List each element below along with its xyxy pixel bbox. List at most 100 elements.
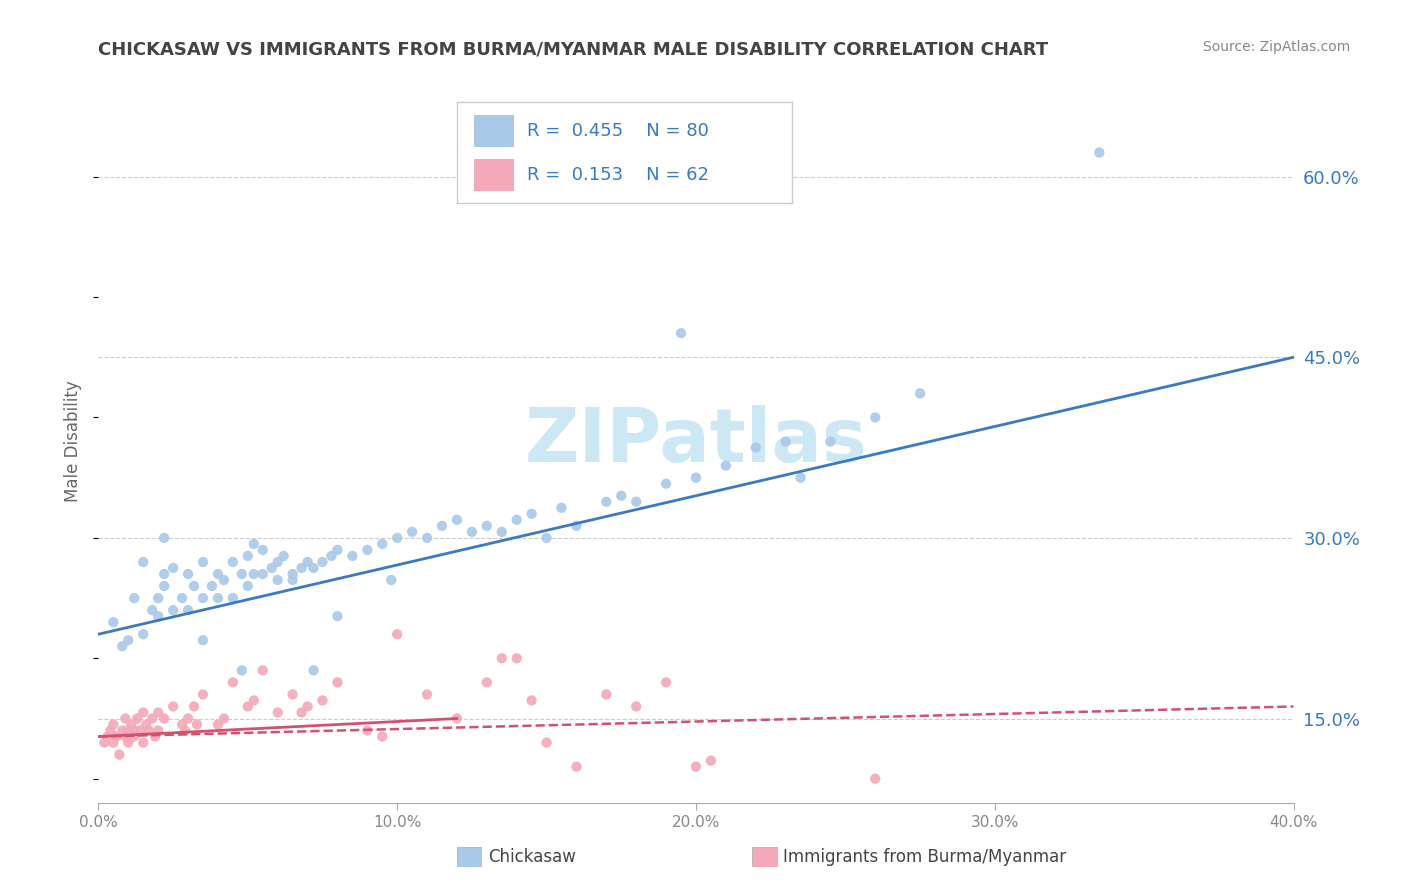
Point xyxy=(252,542,274,557)
Point xyxy=(103,717,125,731)
Point xyxy=(491,651,513,665)
Point xyxy=(222,675,245,690)
Point xyxy=(212,712,235,726)
Point xyxy=(1088,145,1111,160)
Point xyxy=(356,723,378,738)
Point xyxy=(506,513,529,527)
Point xyxy=(191,687,214,701)
Point xyxy=(177,603,200,617)
Point xyxy=(655,675,678,690)
Point xyxy=(267,573,290,587)
Text: R =  0.455    N = 80: R = 0.455 N = 80 xyxy=(527,122,709,140)
Point xyxy=(191,555,214,569)
Point xyxy=(207,591,229,605)
Point xyxy=(297,555,319,569)
Point xyxy=(385,627,409,641)
Point xyxy=(148,706,170,720)
Point xyxy=(207,717,229,731)
Point xyxy=(143,730,166,744)
Point xyxy=(222,591,245,605)
Point xyxy=(371,730,394,744)
Point xyxy=(114,730,136,744)
Point xyxy=(201,579,224,593)
Point xyxy=(207,567,229,582)
Point xyxy=(789,471,811,485)
Point xyxy=(321,549,343,563)
Text: Source: ZipAtlas.com: Source: ZipAtlas.com xyxy=(1202,40,1350,54)
Point xyxy=(148,723,170,738)
Point xyxy=(520,693,543,707)
Point xyxy=(267,555,290,569)
Point xyxy=(172,717,194,731)
Point xyxy=(401,524,423,539)
Point xyxy=(172,591,194,605)
Point xyxy=(685,760,707,774)
Point xyxy=(536,531,558,545)
Point xyxy=(669,326,692,341)
Point xyxy=(111,723,134,738)
Point xyxy=(745,441,768,455)
Point xyxy=(281,567,304,582)
Point xyxy=(243,537,266,551)
Bar xyxy=(474,159,513,191)
Point xyxy=(260,561,283,575)
Point xyxy=(565,760,588,774)
Point xyxy=(162,699,184,714)
Point xyxy=(153,567,176,582)
Text: Immigrants from Burma/Myanmar: Immigrants from Burma/Myanmar xyxy=(783,848,1066,866)
Text: ZIPatlas: ZIPatlas xyxy=(524,405,868,478)
Point xyxy=(302,664,325,678)
Point xyxy=(243,567,266,582)
Point xyxy=(820,434,842,449)
Point xyxy=(506,651,529,665)
Point xyxy=(174,723,197,738)
Text: CHICKASAW VS IMMIGRANTS FROM BURMA/MYANMAR MALE DISABILITY CORRELATION CHART: CHICKASAW VS IMMIGRANTS FROM BURMA/MYANM… xyxy=(98,40,1049,58)
Point xyxy=(273,549,295,563)
Point xyxy=(655,476,678,491)
Point xyxy=(326,542,349,557)
Point xyxy=(461,524,484,539)
Point xyxy=(148,609,170,624)
Point xyxy=(135,717,157,731)
Point xyxy=(129,723,152,738)
Point xyxy=(96,730,118,744)
Point xyxy=(153,712,176,726)
Point xyxy=(446,712,468,726)
Point xyxy=(132,706,155,720)
Point xyxy=(141,712,163,726)
Point xyxy=(908,386,931,401)
Point xyxy=(626,494,648,508)
Y-axis label: Male Disability: Male Disability xyxy=(65,381,83,502)
Point xyxy=(132,627,155,641)
Point xyxy=(291,561,314,575)
Point xyxy=(191,591,214,605)
Point xyxy=(138,723,160,738)
Point xyxy=(212,573,235,587)
Point xyxy=(177,712,200,726)
Point xyxy=(103,615,125,630)
Point xyxy=(103,735,125,749)
Point xyxy=(520,507,543,521)
Point xyxy=(626,699,648,714)
Point xyxy=(685,471,707,485)
Point xyxy=(311,693,333,707)
Point xyxy=(191,633,214,648)
Point xyxy=(430,519,453,533)
Point xyxy=(132,555,155,569)
Point xyxy=(550,500,572,515)
Point xyxy=(380,573,402,587)
Point xyxy=(124,591,146,605)
Point xyxy=(281,687,304,701)
Point xyxy=(311,555,333,569)
Point xyxy=(236,579,259,593)
Point xyxy=(111,639,134,653)
Point xyxy=(183,579,205,593)
Point xyxy=(236,699,259,714)
Point xyxy=(297,699,319,714)
Point xyxy=(610,489,633,503)
Point xyxy=(416,687,439,701)
Point xyxy=(120,717,142,731)
Point xyxy=(162,561,184,575)
Point xyxy=(153,531,176,545)
Point xyxy=(117,723,139,738)
